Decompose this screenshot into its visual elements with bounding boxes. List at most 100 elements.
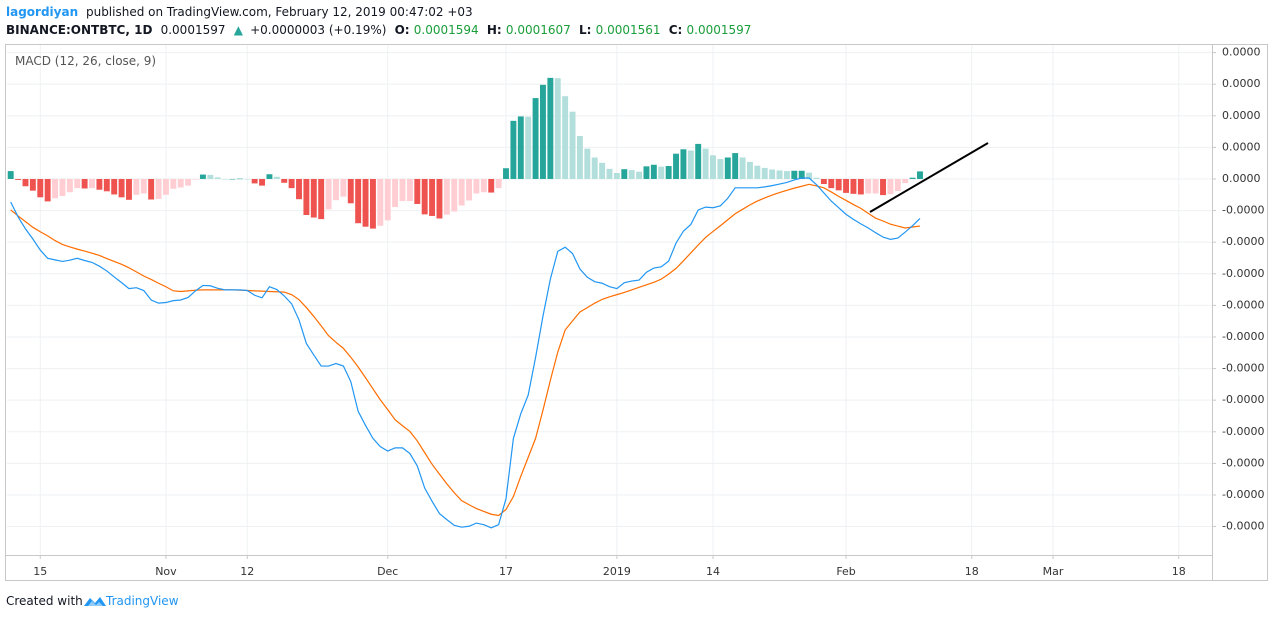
x-tick-label: Feb — [836, 565, 855, 578]
histogram-bar — [724, 157, 731, 179]
histogram-bar — [133, 178, 140, 195]
histogram-bar — [406, 178, 413, 202]
y-tick-label: 0.0000 — [1222, 140, 1261, 153]
footer-brand[interactable]: TradingView — [105, 594, 179, 608]
histogram-bar — [288, 178, 295, 189]
histogram-bar — [599, 162, 606, 179]
histogram-bar — [37, 178, 44, 198]
histogram-bar — [199, 174, 206, 179]
indicator-legend: MACD (12, 26, close, 9) — [15, 54, 156, 68]
x-tick-label: 18 — [965, 565, 979, 578]
histogram-bar — [310, 178, 317, 218]
close-label: C: — [669, 23, 683, 37]
histogram-bar — [532, 98, 539, 179]
x-tick-label: 14 — [706, 565, 720, 578]
histogram-bar — [177, 178, 184, 188]
histogram-bar — [732, 153, 739, 179]
histogram-bar — [695, 143, 702, 179]
histogram-bar — [296, 178, 302, 200]
histogram-bar — [747, 161, 753, 179]
histogram-bar — [843, 178, 850, 193]
histogram-bar — [887, 178, 894, 195]
histogram-bar — [503, 168, 509, 179]
histogram-bar — [510, 120, 517, 179]
signal-line — [10, 183, 921, 517]
histogram-bar — [384, 178, 391, 221]
histogram-bar — [155, 178, 162, 199]
histogram-bar — [769, 169, 776, 179]
histogram-bar — [170, 178, 177, 189]
histogram-bar — [776, 170, 783, 179]
x-tick-label: 15 — [33, 565, 47, 578]
y-tick-label: -0.0000 — [1222, 235, 1264, 248]
histogram-bar — [59, 178, 66, 197]
histogram-bar — [480, 178, 487, 193]
x-tick-label: Dec — [377, 565, 398, 578]
histogram-bar — [333, 178, 339, 201]
x-tick-label: Nov — [155, 565, 177, 578]
histogram-bar — [66, 178, 73, 193]
histogram-bar — [628, 170, 635, 179]
change: +0.0000003 (+0.19%) — [250, 23, 386, 37]
histogram-bar — [111, 178, 118, 195]
histogram — [7, 77, 923, 229]
histogram-bar — [894, 178, 901, 191]
histogram-bar — [591, 157, 598, 179]
histogram-bar — [702, 148, 709, 179]
histogram-bar — [902, 178, 909, 184]
histogram-bar — [717, 159, 724, 179]
histogram-bar — [791, 170, 798, 179]
histogram-bar — [303, 178, 310, 215]
histogram-bar — [636, 171, 643, 179]
histogram-bar — [865, 178, 872, 194]
plot — [7, 45, 1216, 559]
histogram-bar — [436, 178, 443, 219]
histogram-bar — [820, 178, 827, 185]
histogram-bar — [362, 178, 369, 227]
histogram-bar — [273, 176, 280, 179]
author[interactable]: lagordiyan — [6, 5, 78, 19]
histogram-bar — [650, 164, 657, 179]
low-value: 0.0001561 — [596, 23, 661, 37]
macd-line — [10, 177, 921, 529]
histogram-bar — [429, 178, 436, 216]
histogram-bar — [761, 167, 768, 179]
symbol-line: BINANCE:ONTBTC, 1D 0.0001597 ▲ +0.000000… — [6, 23, 751, 37]
histogram-bar — [244, 178, 251, 180]
histogram-bar — [495, 178, 502, 189]
histogram-bar — [126, 178, 132, 200]
histogram-bar — [798, 170, 805, 179]
histogram-bar — [399, 178, 406, 202]
histogram-bar — [214, 177, 221, 179]
x-tick-label: Mar — [1043, 565, 1064, 578]
histogram-bar — [355, 178, 362, 224]
y-tick-label: -0.0000 — [1222, 362, 1264, 375]
histogram-bar — [828, 178, 835, 189]
histogram-bar — [540, 84, 546, 179]
histogram-bar — [74, 178, 81, 189]
histogram-bar — [569, 111, 576, 179]
histogram-bar — [118, 178, 125, 198]
histogram-bar — [251, 178, 258, 184]
histogram-bar — [850, 178, 857, 194]
histogram-bar — [185, 178, 192, 186]
y-tick-label: -0.0000 — [1222, 204, 1264, 217]
y-tick-label: -0.0000 — [1222, 456, 1264, 469]
histogram-bar — [281, 178, 288, 183]
histogram-bar — [340, 178, 347, 197]
histogram-bar — [377, 178, 384, 226]
histogram-bar — [81, 178, 88, 189]
histogram-bar — [517, 116, 524, 179]
histogram-bar — [584, 148, 591, 179]
histogram-bar — [606, 168, 613, 179]
y-tick-label: -0.0000 — [1222, 488, 1264, 501]
histogram-bar — [266, 174, 273, 179]
histogram-bar — [806, 172, 813, 179]
low-label: L: — [579, 23, 591, 37]
histogram-bar — [44, 178, 51, 202]
histogram-bar — [917, 171, 923, 179]
histogram-bar — [29, 178, 36, 191]
open-value: 0.0001594 — [414, 23, 479, 37]
histogram-bar — [909, 177, 916, 179]
